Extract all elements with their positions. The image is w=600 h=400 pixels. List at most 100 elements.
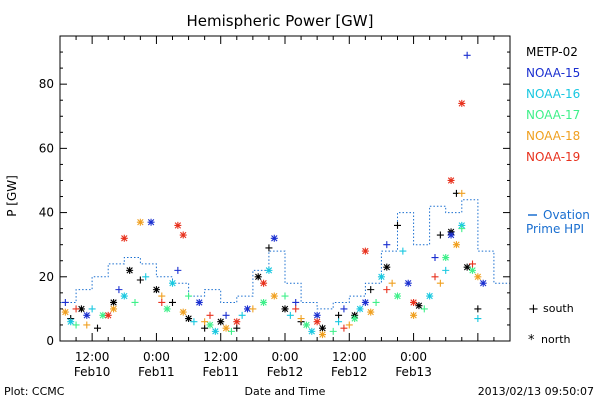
data-point-metp-02 — [110, 298, 118, 306]
data-point-noaa-16 — [286, 311, 294, 319]
data-point-noaa-17 — [206, 321, 214, 329]
data-point-noaa-16 — [67, 318, 75, 326]
x-tick-label-time: 0:00 — [143, 350, 170, 364]
data-point-metp-02 — [169, 298, 176, 306]
data-point-noaa-17 — [394, 292, 401, 300]
legend-entry-noaa-18: NOAA-18 — [526, 129, 580, 143]
data-point-noaa-15 — [479, 279, 487, 287]
legend-entry-noaa-17: NOAA-17 — [526, 108, 580, 122]
data-point-metp-02 — [319, 324, 326, 332]
data-point-metp-02 — [415, 302, 423, 310]
y-tick-label: 80 — [39, 77, 54, 91]
data-point-noaa-18 — [319, 331, 326, 339]
data-point-noaa-18 — [345, 321, 353, 329]
data-point-noaa-18 — [249, 305, 257, 313]
data-point-noaa-17 — [72, 321, 80, 329]
y-tick-label: 20 — [39, 270, 54, 284]
data-point-noaa-19 — [233, 318, 241, 326]
marker-legend: + south * north — [528, 302, 574, 348]
data-point-noaa-19 — [410, 298, 418, 306]
data-point-noaa-16 — [377, 273, 385, 281]
data-point-noaa-15 — [313, 311, 321, 319]
x-tick-label-date: Feb13 — [395, 365, 432, 379]
data-point-noaa-18 — [222, 324, 230, 332]
data-point-noaa-19 — [104, 311, 112, 319]
data-point-noaa-17 — [458, 225, 466, 233]
south-marker-symbol: + — [528, 302, 539, 317]
data-point-noaa-17 — [99, 311, 107, 319]
data-point-noaa-15 — [174, 266, 182, 274]
data-point-noaa-18 — [410, 311, 418, 319]
data-point-noaa-15 — [383, 241, 391, 249]
ovation-legend-line-1: Ovation — [543, 208, 590, 222]
data-point-noaa-15 — [292, 298, 300, 306]
data-point-noaa-18 — [270, 292, 278, 300]
data-point-metp-02 — [265, 244, 273, 252]
plot-timestamp: 2013/02/13 09:50:07 — [478, 385, 594, 398]
north-marker-symbol: * — [528, 333, 535, 348]
data-point-noaa-19 — [260, 279, 268, 287]
data-point-noaa-15 — [147, 218, 155, 226]
data-point-noaa-16 — [399, 247, 407, 255]
ovation-hpi-line — [60, 199, 510, 310]
data-point-noaa-18 — [179, 308, 187, 316]
data-point-noaa-19 — [340, 324, 348, 332]
data-point-noaa-18 — [367, 308, 375, 316]
data-point-noaa-18 — [83, 321, 91, 329]
data-point-noaa-19 — [72, 305, 80, 313]
data-point-noaa-19 — [361, 247, 369, 255]
data-point-metp-02 — [77, 305, 85, 313]
data-point-noaa-17 — [227, 327, 235, 335]
data-point-noaa-17 — [329, 327, 337, 335]
data-point-metp-02 — [185, 315, 193, 323]
legend-entry-noaa-19: NOAA-19 — [526, 150, 580, 164]
data-point-noaa-19 — [447, 176, 455, 184]
data-point-noaa-17 — [372, 298, 380, 306]
y-tick-label: 0 — [46, 334, 54, 348]
data-point-noaa-19 — [206, 311, 214, 319]
data-point-noaa-16 — [335, 318, 343, 326]
ovation-legend-line-2: Prime HPI — [526, 222, 584, 236]
data-point-noaa-15 — [195, 298, 203, 306]
data-point-noaa-15 — [61, 298, 69, 306]
legend-entry-noaa-15: NOAA-15 — [526, 66, 580, 80]
data-point-noaa-17 — [420, 305, 428, 313]
data-point-noaa-15 — [447, 231, 455, 239]
data-point-noaa-19 — [292, 305, 300, 313]
data-point-noaa-19 — [458, 99, 466, 107]
data-point-noaa-17 — [469, 266, 476, 274]
data-point-noaa-17 — [442, 254, 450, 262]
data-point-noaa-15 — [270, 234, 278, 242]
data-point-noaa-17 — [185, 292, 193, 300]
data-point-noaa-15 — [340, 305, 348, 313]
x-tick-label-date: Feb12 — [331, 365, 368, 379]
data-point-noaa-19 — [469, 260, 476, 268]
data-point-noaa-18 — [136, 218, 144, 226]
data-point-metp-02 — [383, 263, 391, 271]
data-point-noaa-19 — [174, 221, 182, 229]
data-point-noaa-17 — [163, 305, 171, 313]
y-axis: 0 20 40 60 80 — [39, 51, 510, 348]
data-point-metp-02 — [474, 305, 482, 313]
data-point-metp-02 — [281, 305, 289, 313]
data-point-noaa-15 — [83, 311, 91, 319]
data-point-noaa-19 — [383, 286, 391, 294]
data-point-metp-02 — [152, 286, 160, 294]
data-point-noaa-18 — [458, 189, 466, 197]
data-point-noaa-16 — [88, 305, 96, 313]
data-point-noaa-18 — [158, 292, 166, 300]
data-point-noaa-15 — [222, 311, 230, 319]
data-point-metp-02 — [201, 324, 209, 332]
data-point-metp-02 — [94, 324, 101, 332]
data-point-noaa-17 — [131, 298, 139, 306]
north-marker-label: north — [541, 333, 571, 346]
data-point-noaa-16 — [426, 292, 434, 300]
data-point-noaa-16 — [169, 279, 176, 287]
data-point-noaa-15 — [244, 305, 251, 313]
data-point-metp-02 — [394, 221, 401, 229]
x-tick-label-date: Feb11 — [138, 365, 175, 379]
x-axis: 12:00Feb100:00Feb1112:00Feb110:00Feb1212… — [59, 36, 511, 379]
data-point-noaa-15 — [431, 254, 439, 262]
